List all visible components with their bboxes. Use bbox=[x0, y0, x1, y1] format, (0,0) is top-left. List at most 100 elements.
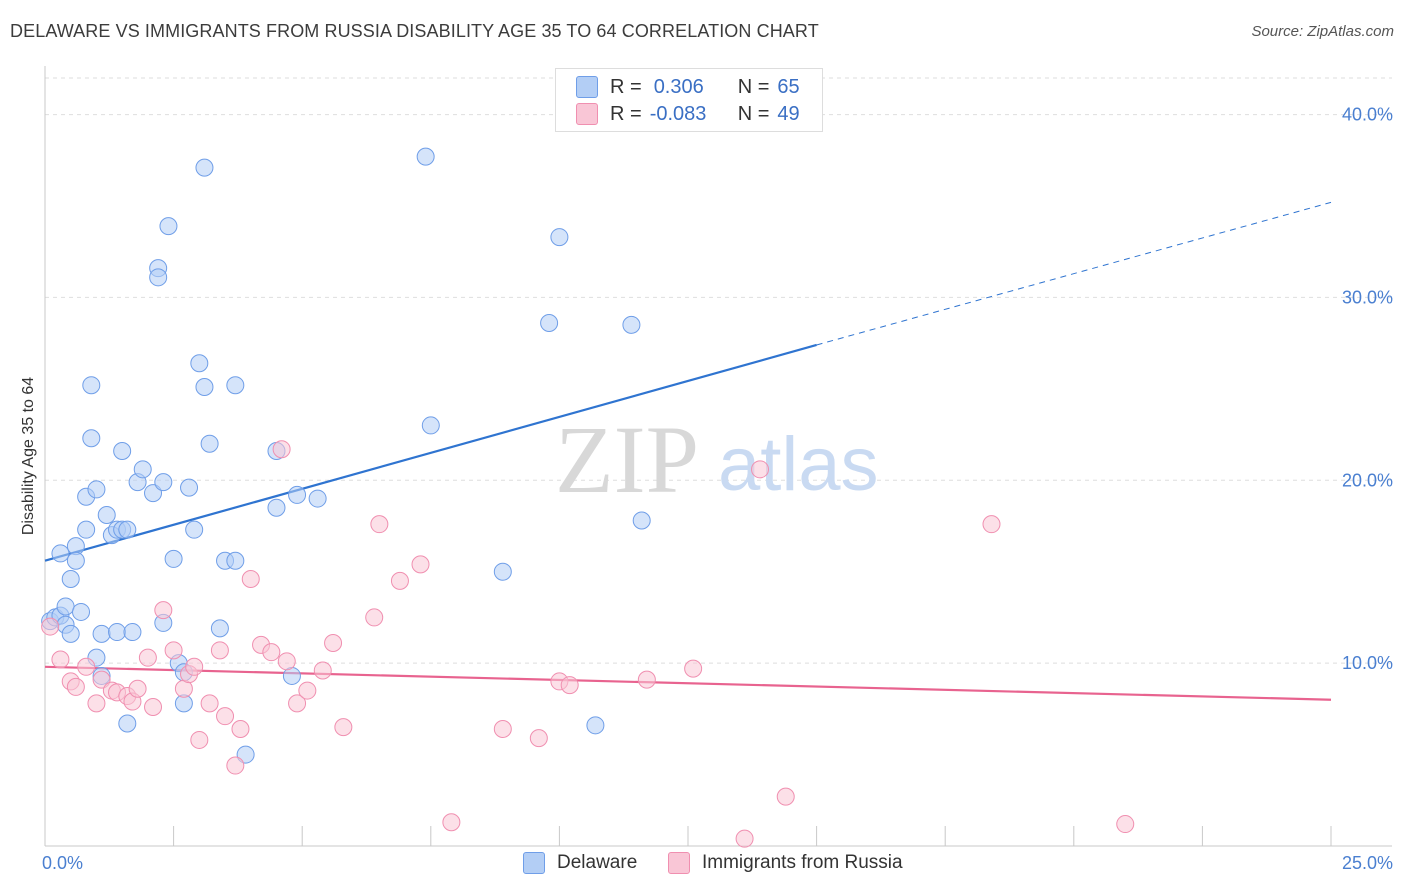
legend-swatch-russia bbox=[576, 103, 598, 125]
russia-point bbox=[154, 601, 173, 620]
correlation-legend: R = 0.306 N = 65 R = -0.083 N = 49 bbox=[555, 68, 823, 132]
delaware-trend-line bbox=[44, 343, 817, 562]
delaware-point bbox=[159, 217, 178, 236]
russia-point bbox=[92, 670, 111, 689]
data-points bbox=[41, 147, 1135, 848]
delaware-point bbox=[72, 602, 91, 621]
russia-point bbox=[272, 440, 291, 459]
watermark-atlas: atlas bbox=[718, 422, 879, 507]
x-tick-label-right: 25.0% bbox=[1342, 853, 1393, 873]
delaware-point bbox=[97, 506, 116, 525]
russia-point bbox=[370, 515, 389, 534]
delaware-point bbox=[144, 484, 163, 503]
series-swatch-delaware bbox=[523, 852, 545, 874]
delaware-point bbox=[66, 551, 85, 570]
delaware-point bbox=[416, 147, 435, 166]
legend-r-label: R = bbox=[610, 102, 642, 125]
delaware-point bbox=[226, 376, 245, 395]
delaware-point bbox=[51, 544, 70, 563]
trend-lines bbox=[44, 201, 1332, 701]
russia-point bbox=[982, 515, 1001, 534]
source-label: Source: ZipAtlas.com bbox=[1251, 23, 1394, 40]
delaware-point bbox=[154, 473, 173, 492]
series-legend: Delaware Immigrants from Russia bbox=[0, 852, 1406, 878]
delaware-point bbox=[195, 378, 214, 397]
russia-point bbox=[210, 641, 229, 660]
russia-point bbox=[41, 617, 60, 636]
delaware-point bbox=[180, 478, 199, 497]
russia-point bbox=[185, 657, 204, 676]
delaware-trend-extension bbox=[816, 201, 1332, 346]
legend-n-label: N = bbox=[737, 75, 770, 98]
delaware-point bbox=[113, 442, 132, 461]
delaware-point bbox=[61, 624, 80, 643]
delaware-point bbox=[493, 562, 512, 581]
russia-point bbox=[288, 694, 307, 713]
delaware-point bbox=[288, 485, 307, 504]
russia-point bbox=[529, 729, 548, 748]
y-tick-label: 30.0% bbox=[1342, 287, 1393, 307]
delaware-point bbox=[195, 158, 214, 177]
russia-point bbox=[1116, 815, 1135, 834]
series-legend-delaware[interactable]: Delaware bbox=[523, 852, 637, 874]
delaware-point bbox=[622, 315, 641, 334]
delaware-point bbox=[267, 498, 286, 517]
russia-point bbox=[637, 670, 656, 689]
russia-point bbox=[231, 719, 250, 738]
russia-point bbox=[144, 698, 163, 717]
russia-point bbox=[200, 694, 219, 713]
legend-n-value: 65 bbox=[777, 75, 800, 98]
delaware-point bbox=[56, 597, 75, 616]
russia-point bbox=[324, 634, 343, 653]
russia-point bbox=[128, 679, 147, 698]
tick-labels: 10.0% 20.0% 30.0% 40.0% 0.0% 25.0% bbox=[42, 105, 1393, 873]
legend-row-delaware: R = 0.306 N = 65 bbox=[576, 74, 800, 100]
delaware-point bbox=[123, 623, 142, 642]
russia-point bbox=[226, 756, 245, 775]
delaware-point bbox=[236, 745, 255, 764]
russia-point bbox=[190, 730, 209, 749]
russia-point bbox=[216, 707, 235, 726]
delaware-point bbox=[87, 480, 106, 499]
x-tick-label-left: 0.0% bbox=[42, 853, 83, 873]
delaware-point bbox=[77, 520, 96, 539]
russia-point bbox=[334, 718, 353, 737]
russia-point bbox=[493, 719, 512, 738]
y-tick-label: 20.0% bbox=[1342, 470, 1393, 490]
delaware-point bbox=[92, 624, 111, 643]
russia-point bbox=[390, 571, 409, 590]
legend-row-russia: R = -0.083 N = 49 bbox=[576, 101, 800, 127]
russia-point bbox=[241, 570, 260, 589]
russia-point bbox=[313, 661, 332, 680]
russia-point bbox=[66, 677, 85, 696]
russia-point bbox=[442, 813, 461, 832]
russia-point bbox=[164, 641, 183, 660]
delaware-point bbox=[200, 434, 219, 453]
legend-n-value: 49 bbox=[777, 102, 800, 125]
delaware-point bbox=[308, 489, 327, 508]
russia-point bbox=[365, 608, 384, 627]
russia-point bbox=[77, 657, 96, 676]
legend-swatch-delaware bbox=[576, 76, 598, 98]
delaware-point bbox=[149, 268, 168, 287]
delaware-point bbox=[550, 228, 569, 247]
delaware-point bbox=[164, 549, 183, 568]
watermark-zip: ZIP bbox=[555, 406, 699, 513]
chart-title: DELAWARE VS IMMIGRANTS FROM RUSSIA DISAB… bbox=[10, 21, 819, 41]
russia-point bbox=[411, 555, 430, 574]
russia-point bbox=[684, 659, 703, 678]
legend-r-value: -0.083 bbox=[649, 102, 707, 125]
delaware-point bbox=[118, 520, 137, 539]
legend-r-value: 0.306 bbox=[653, 75, 704, 98]
legend-r-label: R = bbox=[610, 75, 642, 98]
russia-point bbox=[138, 648, 157, 667]
y-axis-label: Disability Age 35 to 64 bbox=[20, 377, 37, 535]
legend-n-label: N = bbox=[737, 102, 770, 125]
delaware-point bbox=[210, 619, 229, 638]
delaware-point bbox=[540, 314, 559, 333]
russia-point bbox=[560, 676, 579, 695]
russia-point bbox=[751, 460, 770, 479]
series-legend-russia[interactable]: Immigrants from Russia bbox=[668, 852, 903, 874]
series-swatch-russia bbox=[668, 852, 690, 874]
